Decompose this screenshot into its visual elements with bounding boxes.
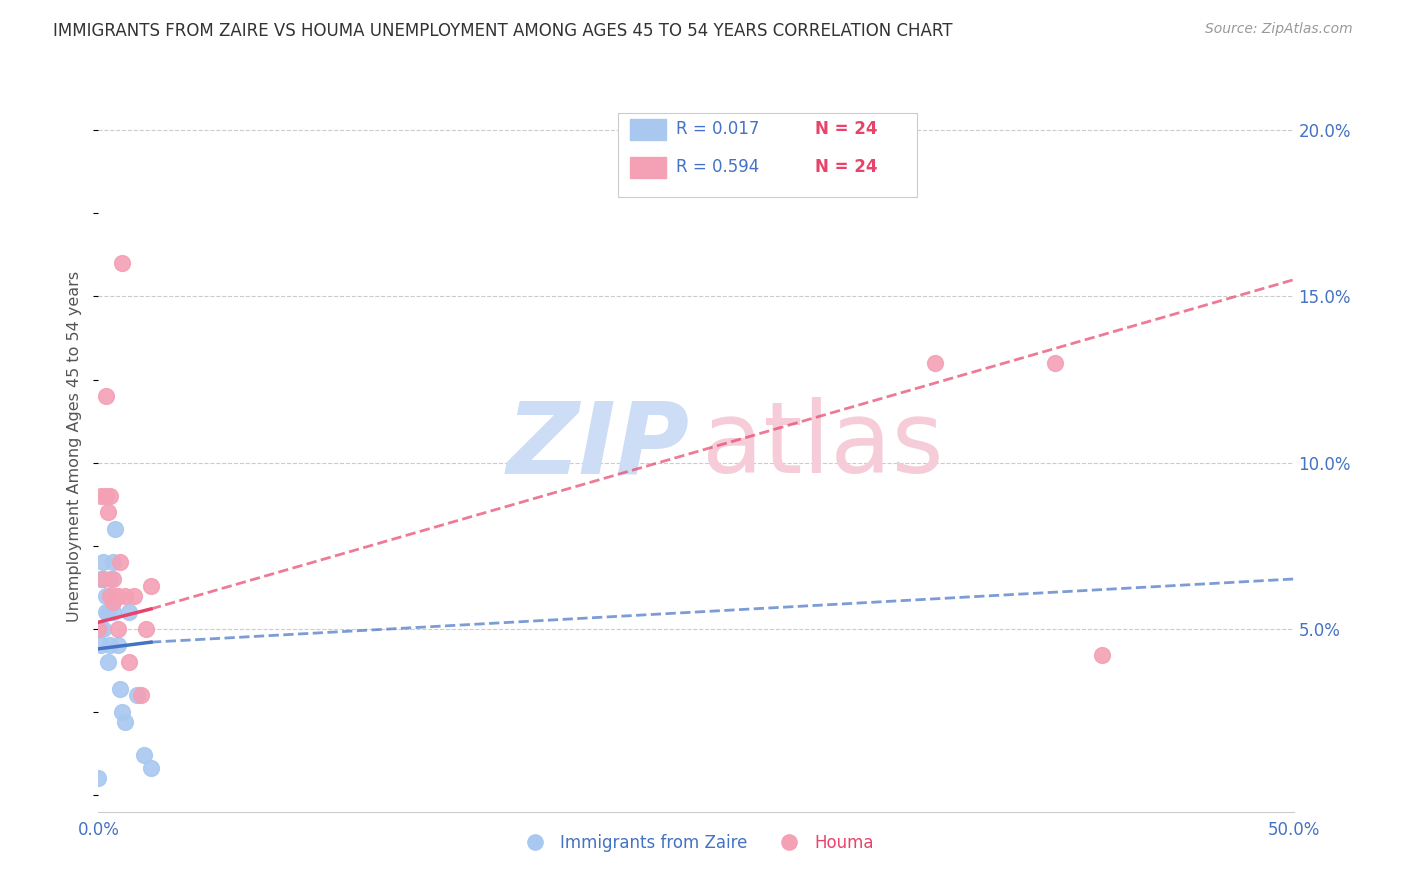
Point — [104, 522, 127, 536]
Point — [87, 772, 110, 786]
Bar — [630, 157, 666, 178]
Bar — [630, 119, 666, 139]
Point — [90, 572, 112, 586]
Point — [97, 655, 120, 669]
Text: R = 0.017: R = 0.017 — [676, 120, 759, 138]
Point — [91, 572, 114, 586]
Point — [107, 639, 129, 653]
Point — [94, 589, 117, 603]
Point — [98, 489, 122, 503]
Point — [101, 605, 124, 619]
Point — [94, 605, 117, 619]
Point — [104, 589, 127, 603]
Point — [108, 555, 131, 569]
Point — [101, 572, 124, 586]
Point — [91, 555, 114, 569]
Point — [124, 589, 146, 603]
Point — [91, 622, 114, 636]
Point — [111, 705, 134, 719]
Point — [101, 595, 124, 609]
Point — [108, 681, 131, 696]
Legend: Immigrants from Zaire, Houma: Immigrants from Zaire, Houma — [512, 827, 880, 858]
Point — [101, 555, 124, 569]
Text: atlas: atlas — [702, 398, 943, 494]
Point — [131, 689, 153, 703]
Text: R = 0.594: R = 0.594 — [676, 158, 759, 177]
Point — [114, 714, 136, 729]
Text: Source: ZipAtlas.com: Source: ZipAtlas.com — [1205, 22, 1353, 37]
Point — [125, 689, 148, 703]
Y-axis label: Unemployment Among Ages 45 to 54 years: Unemployment Among Ages 45 to 54 years — [67, 270, 83, 622]
Point — [139, 762, 162, 776]
Point — [924, 356, 946, 370]
Point — [107, 589, 129, 603]
FancyBboxPatch shape — [619, 113, 917, 197]
Point — [89, 622, 111, 636]
Point — [114, 589, 136, 603]
Point — [98, 572, 122, 586]
Point — [97, 605, 120, 619]
Point — [118, 605, 141, 619]
Point — [94, 489, 117, 503]
Point — [98, 589, 122, 603]
Text: IMMIGRANTS FROM ZAIRE VS HOUMA UNEMPLOYMENT AMONG AGES 45 TO 54 YEARS CORRELATIO: IMMIGRANTS FROM ZAIRE VS HOUMA UNEMPLOYM… — [53, 22, 953, 40]
Point — [135, 622, 157, 636]
Text: N = 24: N = 24 — [815, 158, 877, 177]
Point — [118, 655, 141, 669]
Point — [87, 622, 110, 636]
Point — [111, 256, 134, 270]
Text: ZIP: ZIP — [508, 398, 690, 494]
Point — [107, 622, 129, 636]
Point — [98, 639, 122, 653]
Point — [90, 639, 112, 653]
Point — [1091, 648, 1114, 663]
Point — [97, 506, 120, 520]
Point — [91, 572, 114, 586]
Point — [90, 489, 112, 503]
Point — [132, 748, 155, 763]
Point — [139, 579, 162, 593]
Point — [1043, 356, 1066, 370]
Point — [94, 389, 117, 403]
Text: N = 24: N = 24 — [815, 120, 877, 138]
